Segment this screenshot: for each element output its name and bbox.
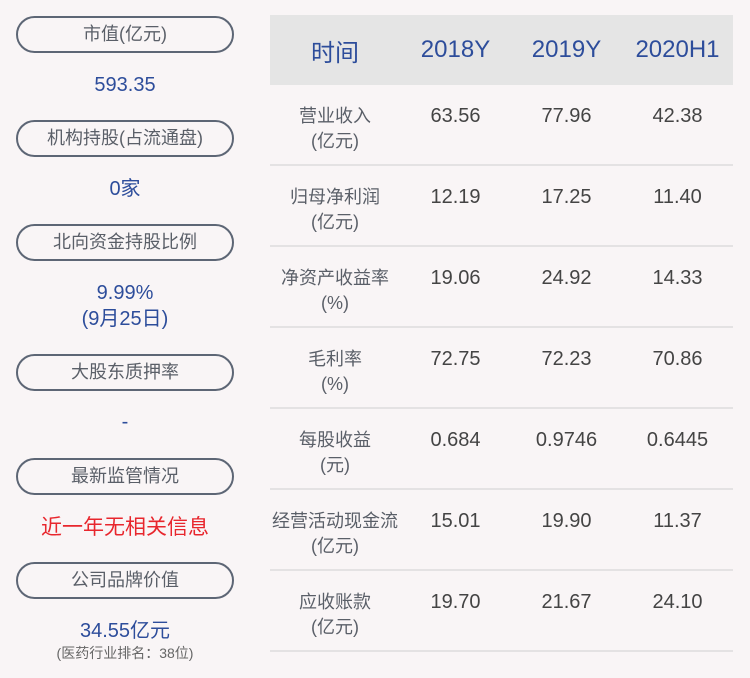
metric-unit: (亿元): [311, 536, 359, 556]
brand-value-value: 34.55亿元: [79, 620, 171, 642]
row-label: 毛利率 (%): [270, 347, 400, 407]
header-2019: 2019Y: [531, 36, 602, 63]
metric-name: 归母净利润: [290, 187, 380, 207]
financial-table: 时间 2018Y 2019Y 2020H1 营业收入 (亿元) 63.56 77.96…: [270, 15, 733, 652]
row-label: 归母净利润 (亿元): [270, 185, 400, 245]
metric-unit: (%): [321, 293, 349, 313]
cell-value: 72.23: [541, 348, 592, 370]
metric-name: 毛利率: [308, 349, 362, 369]
cell-value: 11.40: [653, 186, 702, 208]
cell-value: 24.92: [541, 267, 592, 289]
cell-value: 11.37: [653, 510, 702, 532]
pledge-ratio-value: -: [121, 411, 129, 433]
cell-value: 12.19: [430, 186, 481, 208]
cell-value: 42.38: [652, 105, 703, 127]
pledge-ratio-label: 大股东质押率: [16, 354, 234, 391]
row-label: 净资产收益率 (%): [270, 266, 400, 326]
row-label: 应收账款 (亿元): [270, 590, 400, 650]
regulatory-status-value: 近一年无相关信息: [41, 516, 209, 539]
table-row: 应收账款 (亿元) 19.70 21.67 24.10: [270, 571, 733, 652]
cell-value: 0.6445: [646, 429, 709, 451]
brand-value-label: 公司品牌价值: [16, 562, 234, 599]
northbound-ratio-value: 9.99%: [96, 282, 154, 304]
metric-unit: (元): [320, 455, 350, 475]
cell-value: 19.06: [430, 267, 481, 289]
cell-value: 70.86: [652, 348, 703, 370]
row-label: 经营活动现金流 (亿元): [270, 509, 400, 569]
table-row: 每股收益 (元) 0.684 0.9746 0.6445: [270, 409, 733, 490]
metric-unit: (亿元): [311, 617, 359, 637]
cell-value: 21.67: [541, 591, 592, 613]
metric-name: 经营活动现金流: [272, 511, 398, 531]
metric-name: 应收账款: [299, 592, 371, 612]
cell-value: 19.90: [541, 510, 592, 532]
header-time: 时间: [311, 39, 359, 67]
cell-value: 19.70: [430, 591, 481, 613]
cell-value: 0.9746: [535, 429, 598, 451]
header-2018: 2018Y: [420, 36, 491, 63]
market-cap-value: 593.35: [94, 74, 156, 96]
cell-value: 0.684: [430, 429, 481, 451]
institutional-holding-label: 机构持股(占流通盘): [16, 120, 234, 157]
cell-value: 15.01: [430, 510, 481, 532]
cell-value: 14.33: [652, 267, 703, 289]
header-2020h1: 2020H1: [635, 36, 720, 63]
metric-name: 每股收益: [299, 430, 371, 450]
northbound-ratio-date: (9月25日): [81, 308, 169, 330]
cell-value: 17.25: [541, 186, 592, 208]
institutional-holding-value: 0家: [109, 178, 141, 200]
table-row: 毛利率 (%) 72.75 72.23 70.86: [270, 328, 733, 409]
metric-unit: (亿元): [311, 212, 359, 232]
metric-name: 净资产收益率: [281, 268, 389, 288]
metric-name: 营业收入: [299, 106, 371, 126]
table-row: 净资产收益率 (%) 19.06 24.92 14.33: [270, 247, 733, 328]
table-header: 时间 2018Y 2019Y 2020H1: [270, 15, 733, 85]
brand-value-rank: (医药行业排名：38位): [56, 645, 194, 661]
cell-value: 63.56: [430, 105, 481, 127]
cell-value: 72.75: [430, 348, 481, 370]
metric-unit: (亿元): [311, 131, 359, 151]
metric-unit: (%): [321, 374, 349, 394]
regulatory-status-label: 最新监管情况: [16, 458, 234, 495]
table-row: 归母净利润 (亿元) 12.19 17.25 11.40: [270, 166, 733, 247]
row-label: 每股收益 (元): [270, 428, 400, 488]
table-row: 营业收入 (亿元) 63.56 77.96 42.38: [270, 85, 733, 166]
cell-value: 24.10: [652, 591, 703, 613]
northbound-ratio-label: 北向资金持股比例: [16, 224, 234, 261]
market-cap-label: 市值(亿元): [16, 16, 234, 53]
row-label: 营业收入 (亿元): [270, 104, 400, 164]
cell-value: 77.96: [541, 105, 592, 127]
table-row: 经营活动现金流 (亿元) 15.01 19.90 11.37: [270, 490, 733, 571]
